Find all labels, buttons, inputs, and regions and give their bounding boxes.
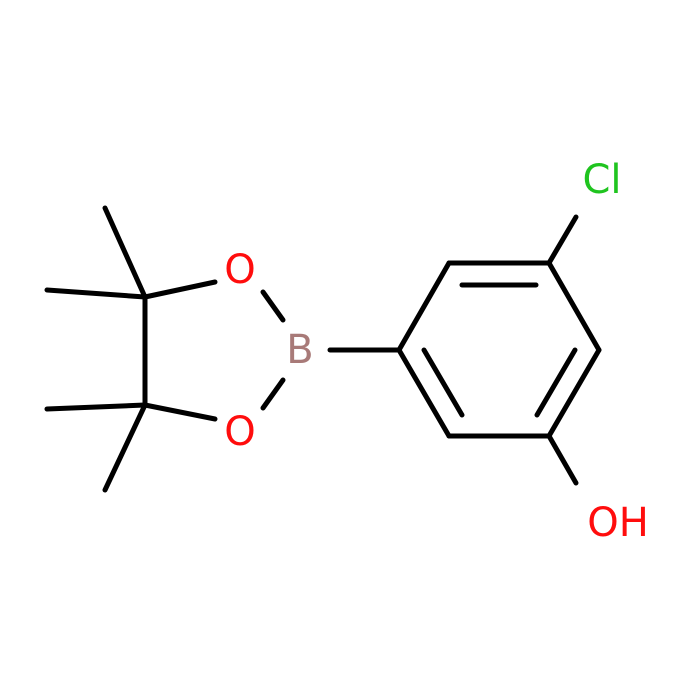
bond	[44, 287, 148, 300]
bond	[396, 260, 452, 353]
atom-label: B	[286, 327, 313, 373]
bond	[102, 205, 148, 300]
bond	[396, 347, 452, 439]
bonds	[44, 205, 602, 493]
bond	[260, 289, 286, 323]
bond	[546, 260, 602, 353]
bond	[142, 402, 218, 422]
bond	[142, 279, 218, 300]
bond	[546, 433, 579, 486]
bond	[102, 402, 148, 493]
bond	[260, 377, 286, 411]
bond	[44, 402, 148, 412]
atom-label: O	[224, 409, 255, 455]
atom-labels: Cl O O B OH	[224, 157, 649, 546]
atom-label: O	[224, 247, 255, 293]
double-bond	[534, 347, 578, 418]
atom-label: Cl	[582, 157, 621, 203]
bond	[546, 214, 579, 266]
bond	[546, 347, 602, 439]
atom-label: OH	[587, 500, 649, 546]
double-bond	[421, 347, 465, 418]
